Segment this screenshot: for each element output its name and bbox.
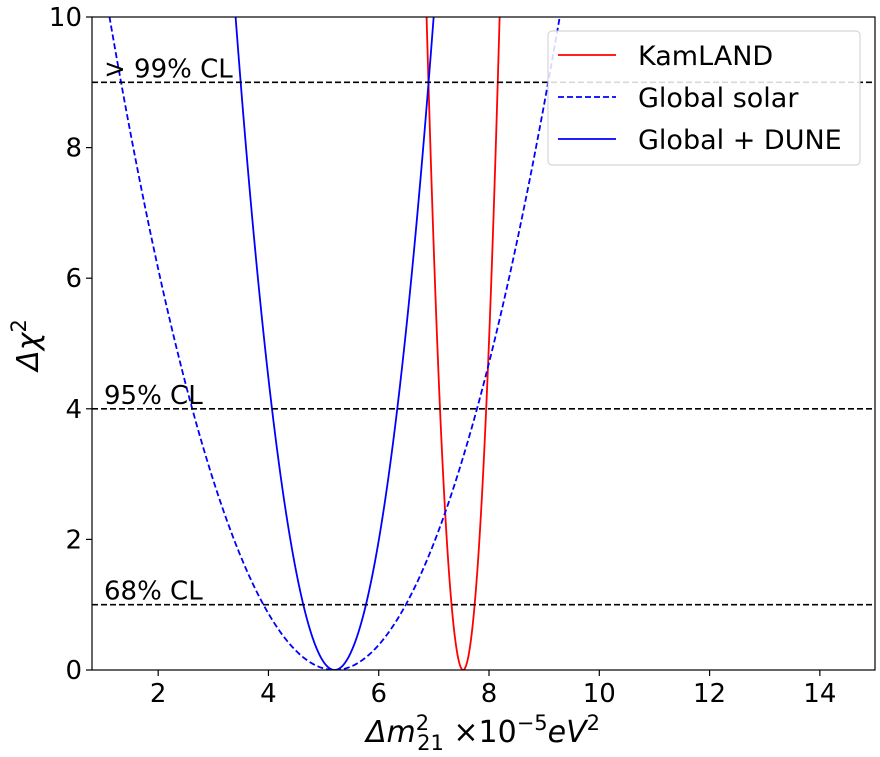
reference-lines: > 99% CL 95% CL 68% CL xyxy=(92,54,875,607)
series-line xyxy=(425,17,501,670)
legend-label: KamLAND xyxy=(638,41,773,72)
x-tick-label: 8 xyxy=(481,679,498,709)
y-tick-label: 10 xyxy=(49,3,82,33)
y-tick-label: 0 xyxy=(65,656,82,686)
legend-box xyxy=(547,30,861,166)
y-tick-label: 4 xyxy=(65,395,82,425)
x-tick-label: 2 xyxy=(150,679,167,709)
x-tick-label: 4 xyxy=(260,679,277,709)
y-tick-label: 2 xyxy=(65,525,82,555)
data-series xyxy=(108,17,561,670)
x-tick-label: 14 xyxy=(803,679,836,709)
plot-frame xyxy=(91,16,876,671)
series-line xyxy=(108,17,561,670)
x-tick-label: 10 xyxy=(583,679,616,709)
series-line xyxy=(234,17,435,670)
legend-label: Global solar xyxy=(638,83,799,114)
y-tick-label: 6 xyxy=(65,264,82,294)
reference-line-label: > 99% CL xyxy=(104,54,233,84)
y-tick-label: 8 xyxy=(65,134,82,164)
x-axis-title: Δm2 21 ×10−5eV2 xyxy=(364,711,600,755)
legend: KamLAND Global solar Global + DUNE xyxy=(547,30,861,166)
reference-line-label: 95% CL xyxy=(104,381,203,411)
reference-line-label: 68% CL xyxy=(104,577,203,607)
x-axis: 2 4 6 8 10 12 14 xyxy=(150,670,836,709)
x-tick-label: 12 xyxy=(693,679,726,709)
y-axis-title: Δχ2 xyxy=(7,319,46,373)
x-tick-label: 6 xyxy=(370,679,387,709)
y-axis: 0 2 4 6 8 10 xyxy=(49,3,92,686)
legend-label: Global + DUNE xyxy=(638,125,842,156)
